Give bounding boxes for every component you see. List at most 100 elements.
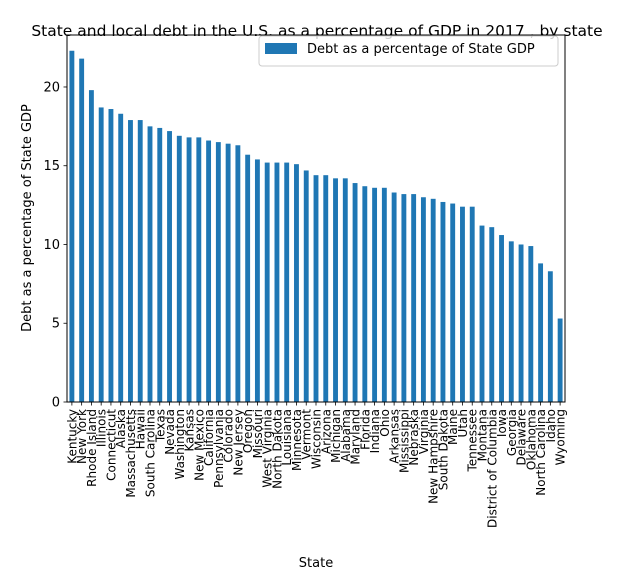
bar [294, 164, 299, 402]
bar [274, 162, 280, 402]
bar [147, 126, 153, 403]
legend: Debt as a percentage of State GDP [258, 35, 559, 67]
x-tick-label: Delaware [515, 409, 529, 466]
bar [88, 90, 94, 402]
x-tick-label: South Dakota [436, 409, 450, 490]
bar [313, 175, 319, 402]
x-tick-label: Vermont [300, 409, 314, 460]
bar [372, 187, 378, 402]
x-tick-label: Maryland [349, 409, 363, 465]
legend-box [258, 35, 559, 67]
x-tick-label: Florida [358, 409, 372, 450]
bar [538, 263, 544, 402]
x-tick-label: California [202, 409, 216, 466]
x-tick-label: Idaho [544, 409, 558, 442]
y-axis-label: Debt as a percentage of State GDP [20, 104, 35, 332]
bar [235, 145, 241, 402]
bar [440, 201, 446, 402]
bar [362, 186, 368, 402]
x-tick-label: Utah [456, 409, 470, 437]
bar [460, 206, 465, 402]
x-tick-label: Washington [173, 409, 187, 480]
x-tick-label: Pennsylvania [212, 409, 226, 488]
x-tick-label: Michigan [329, 409, 343, 463]
x-tick-label: Nebraska [407, 409, 421, 466]
x-tick-label: Nevada [163, 409, 177, 455]
bar [411, 194, 417, 402]
y-tick-label: 10 [43, 238, 60, 253]
x-tick-label: Arizona [319, 409, 333, 454]
x-axis-label: State [299, 556, 333, 571]
x-tick-label: Iowa [495, 409, 509, 437]
x-tick-label: North Dakota [270, 409, 284, 489]
bar [118, 113, 124, 402]
bar [508, 241, 514, 402]
x-tick-label: Tennessee [466, 409, 480, 473]
bar [186, 137, 192, 402]
bar [469, 206, 475, 402]
bar [557, 318, 563, 402]
x-tick-label: Louisiana [280, 409, 294, 466]
x-tick-label: Massachusetts [124, 409, 138, 498]
bar [342, 178, 348, 402]
x-tick-label: Maine [446, 409, 460, 445]
x-tick-label: Alabama [339, 409, 353, 462]
bar [450, 203, 456, 402]
y-tick-label: 0 [52, 396, 60, 411]
legend-swatch [265, 43, 297, 54]
bar [420, 197, 426, 402]
bar [157, 127, 163, 403]
x-tick-label: Indiana [368, 409, 382, 453]
bar [499, 235, 504, 402]
bar [323, 175, 329, 402]
y-tick-label: 15 [43, 159, 60, 174]
y-axis-ticks: 0 5 10 15 20 [43, 80, 67, 411]
bar [381, 187, 387, 402]
x-tick-label: Missouri [251, 409, 265, 458]
bar [333, 178, 338, 402]
axes-frame [66, 34, 566, 403]
bar [547, 271, 553, 402]
x-tick-label: District of Columbia [485, 409, 499, 528]
legend-label: Debt as a percentage of State GDP [307, 42, 535, 57]
bar [391, 192, 397, 402]
bar [479, 225, 485, 402]
x-tick-label: Kansas [183, 409, 197, 451]
x-tick-label: Illinois [95, 409, 109, 447]
bar [518, 244, 524, 402]
x-tick-label: Connecticut [104, 409, 118, 481]
bar [245, 154, 251, 402]
bar [528, 246, 534, 402]
bar [284, 162, 290, 402]
x-tick-label: Minnesota [290, 409, 304, 471]
x-tick-label: Hawaii [134, 409, 148, 449]
bar [215, 142, 221, 403]
x-tick-label: Oklahoma [524, 409, 538, 470]
bar [303, 170, 309, 402]
bar [69, 50, 75, 402]
x-tick-label: Virginia [417, 409, 431, 454]
x-tick-label: Arkansas [388, 409, 402, 464]
x-tick-label: Colorado [222, 409, 236, 463]
y-tick-label: 20 [43, 80, 60, 95]
bar [489, 227, 495, 402]
x-tick-label: Montana [476, 409, 490, 461]
x-tick-label: Texas [153, 409, 167, 443]
bar [254, 159, 260, 402]
x-tick-label: Mississippi [397, 409, 411, 473]
bar [108, 109, 114, 402]
x-tick-label: Wyoming [554, 409, 568, 465]
x-tick-label: Rhode Island [85, 409, 99, 487]
bar [137, 120, 143, 402]
x-tick-label: New Hampshire [427, 409, 441, 504]
x-tick-label: South Carolina [144, 409, 158, 497]
bar [225, 143, 231, 402]
bar [79, 58, 85, 402]
bar [98, 107, 104, 402]
x-tick-label: Alaska [114, 409, 128, 448]
x-tick-label: Ohio [378, 409, 392, 437]
bar [128, 120, 133, 402]
